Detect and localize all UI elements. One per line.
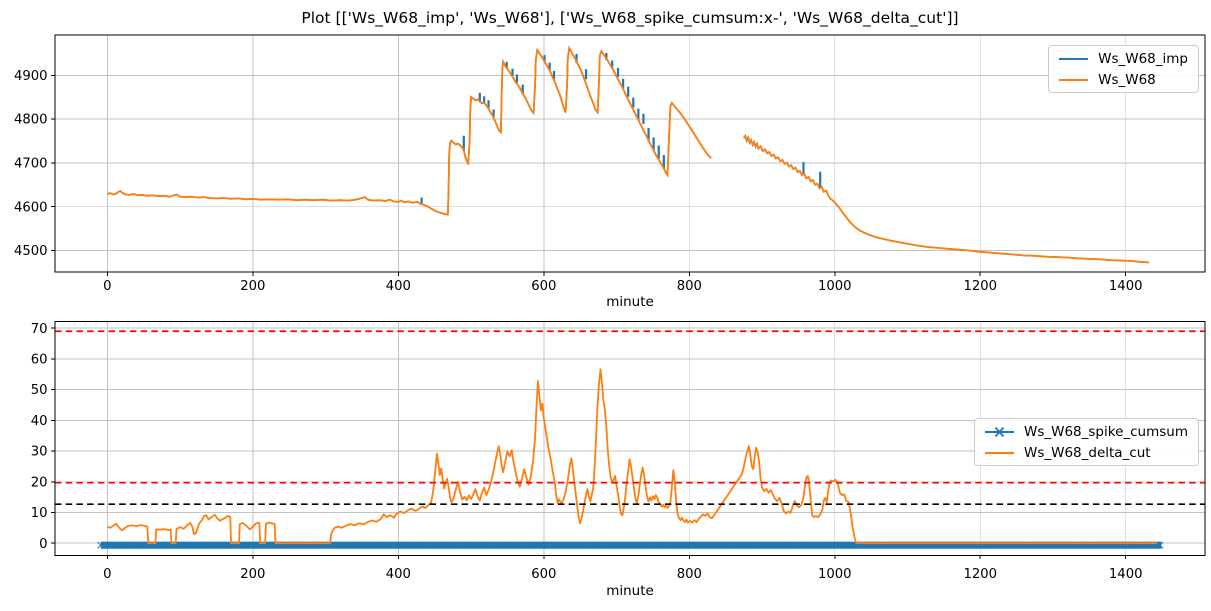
x-tick-label: 600: [531, 279, 556, 294]
y-tick-label: 10: [31, 506, 48, 521]
legend-item-delta-cut: Ws_W68_delta_cut: [984, 446, 1188, 460]
x-tick-label: 1000: [818, 279, 852, 294]
top-chart: 0 200 400 600 800 1000 1200 1400 4500 4600 4700 480…: [14, 34, 1206, 294]
x-tick-label: 400: [386, 567, 411, 582]
y-tick-label: 40: [31, 414, 48, 429]
x-tick-label: 0: [103, 567, 111, 582]
series-ws-w68-line: [743, 134, 1150, 264]
axes-spines: [54, 321, 1206, 556]
bottom-chart-legend: Ws_W68_spike_cumsum Ws_W68_delta_cut: [973, 418, 1199, 466]
y-tick-label: 4500: [14, 244, 48, 259]
x-tick-label: 1400: [1109, 279, 1143, 294]
x-tick-label: 1400: [1109, 567, 1143, 582]
blue-line-icon: [1059, 57, 1089, 60]
x-tick-label: 1200: [963, 567, 997, 582]
y-tick-label: 4900: [14, 69, 48, 84]
x-tick-label: 200: [240, 567, 265, 582]
blue-x-marker-icon: [984, 426, 1014, 437]
x-tick-label: 400: [386, 279, 411, 294]
bottom-chart-xlabel: minute: [606, 583, 654, 599]
legend-item-ws-w68-imp: Ws_W68_imp: [1058, 52, 1188, 66]
top-chart-xlabel: minute: [606, 294, 654, 310]
gridlines: [55, 35, 1205, 272]
x-tick-label: 1200: [963, 279, 997, 294]
y-tick-label: 50: [31, 383, 48, 398]
legend-label: Ws_W68_imp: [1098, 50, 1188, 67]
x-tick-label: 600: [531, 567, 556, 582]
y-tick-label: 60: [31, 352, 48, 367]
y-tick-label: 0: [39, 537, 47, 552]
y-tick-label: 70: [31, 322, 48, 337]
legend-label: Ws_W68_spike_cumsum: [1023, 423, 1188, 440]
y-tick-label: 30: [31, 445, 48, 460]
top-chart-legend: Ws_W68_imp Ws_W68: [1048, 45, 1199, 93]
x-tick-label: 800: [677, 279, 702, 294]
x-tick-label: 0: [103, 279, 111, 294]
figure-title: Plot [['Ws_W68_imp', 'Ws_W68'], ['Ws_W68…: [301, 9, 959, 27]
series-ws-w68-line: [107, 47, 712, 216]
x-tick-label: 800: [677, 567, 702, 582]
x-tick-label: 200: [240, 279, 265, 294]
legend-label: Ws_W68_delta_cut: [1023, 444, 1151, 461]
legend-item-ws-w68: Ws_W68: [1058, 73, 1188, 87]
tick-marks: [51, 327, 1127, 560]
orange-line-icon: [984, 451, 1014, 454]
axes-spines: [54, 34, 1206, 273]
x-tick-label: 1000: [818, 567, 852, 582]
y-tick-label: 4800: [14, 113, 48, 128]
series-delta-cut-line: [107, 368, 1157, 545]
tick-marks: [51, 74, 1127, 276]
y-tick-label: 4700: [14, 157, 48, 172]
orange-line-icon: [1059, 78, 1089, 81]
legend-item-spike-cumsum: Ws_W68_spike_cumsum: [984, 425, 1188, 439]
series-ws-w68-imp-line: [107, 45, 712, 216]
series-spike-cumsum-markers: [97, 541, 1164, 549]
bottom-chart: 0 200 400 600 800 1000 1200 1400 0 10 20 30 40 50 60 70: [31, 321, 1206, 582]
legend-label: Ws_W68: [1098, 71, 1156, 88]
y-tick-label: 4600: [14, 200, 48, 215]
y-tick-label: 20: [31, 475, 48, 490]
series-ws-w68-imp-line: [743, 133, 1150, 264]
